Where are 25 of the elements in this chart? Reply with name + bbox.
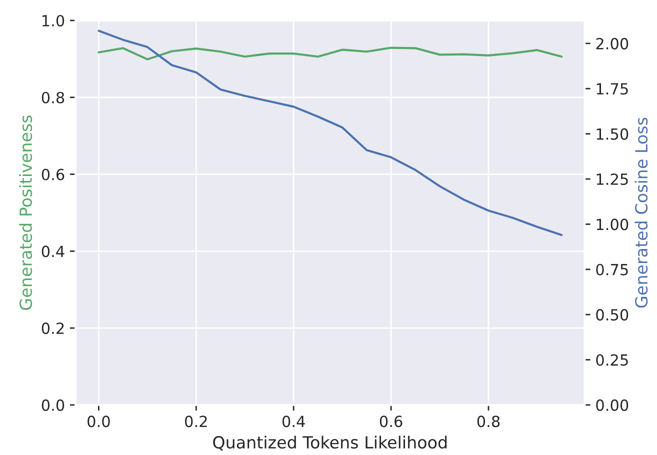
y2-tick-label: 0.25 xyxy=(596,354,628,366)
x-tick-label: 0.2 xyxy=(185,416,207,428)
y2-tick-label: 1.50 xyxy=(596,128,628,140)
y-tick-label: 0.8 xyxy=(42,92,64,104)
y-tick-label: 0.2 xyxy=(42,322,64,334)
y-tick-label: 0.6 xyxy=(42,168,64,180)
y2-tick-label: 0.75 xyxy=(596,264,628,276)
x-tick-label: 0.0 xyxy=(88,416,110,428)
x-axis-title: Quantized Tokens Likelihood xyxy=(213,436,447,451)
y-tick-label: 1.0 xyxy=(42,14,64,26)
x-tick-label: 0.6 xyxy=(380,416,402,428)
x-tick-label: 0.4 xyxy=(282,416,305,428)
line-series xyxy=(98,30,563,236)
y2-tick-label: 1.25 xyxy=(596,173,628,186)
y2-tick-label: 1.00 xyxy=(596,218,628,230)
y-axis-title: Generated Positiveness xyxy=(19,115,32,310)
y-tick-label: 0.4 xyxy=(42,246,64,258)
y2-tick-label: 1.75 xyxy=(596,83,628,95)
y2-axis-title: Generated Cosine Loss xyxy=(634,118,648,308)
y2-tick-label: 0.00 xyxy=(596,399,628,411)
line-series xyxy=(98,46,563,60)
y2-tick-label: 0.50 xyxy=(596,309,628,321)
x-tick-label: 0.8 xyxy=(477,416,500,428)
y2-tick-label: 2.00 xyxy=(596,38,628,50)
y-tick-label: 0.0 xyxy=(42,399,64,411)
